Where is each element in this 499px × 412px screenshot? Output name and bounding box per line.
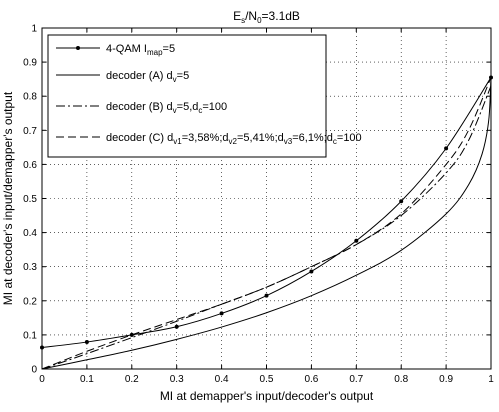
y-axis: 0 0.1 0.2 0.3 0.4 0.5 0.6 0.7 0.8 0.9 1 <box>23 24 491 376</box>
x-axis: 0 0.1 0.2 0.3 0.4 0.5 0.6 0.7 0.8 0.9 1 <box>39 28 494 385</box>
y-tick-label: 0.3 <box>23 262 37 273</box>
series-line-4 <box>41 77 492 370</box>
y-tick-label: 1 <box>31 24 37 35</box>
data-point <box>444 146 449 151</box>
x-tick-label: 1 <box>488 374 494 385</box>
y-tick-label: 0.6 <box>23 160 37 171</box>
legend: 4-QAM Imap=5 decoder (A) dv=5 decoder (B) … <box>47 34 362 158</box>
series-line-2 <box>41 75 492 370</box>
y-tick-label: 0.7 <box>23 126 37 137</box>
x-tick-label: 0.5 <box>260 374 274 385</box>
legend-label-2: decoder (A) dv=5 <box>106 70 189 84</box>
x-tick-label: 0.4 <box>215 374 229 385</box>
y-tick-label: 0 <box>31 365 37 376</box>
x-tick-label: 0.9 <box>439 374 453 385</box>
x-tick-label: 0 <box>39 374 45 385</box>
y-tick-label: 0.4 <box>23 228 37 239</box>
y-tick-label: 0.5 <box>23 194 37 205</box>
data-point <box>354 238 359 243</box>
series-line-1 <box>41 77 492 349</box>
x-tick-label: 0.2 <box>125 374 139 385</box>
series-group <box>40 75 493 370</box>
x-tick-label: 0.7 <box>349 374 363 385</box>
chart-title: Es/N0=3.1dB <box>233 9 300 25</box>
legend-label-3: decoder (B) dv=5,dc=100 <box>106 101 227 115</box>
y-tick-label: 0.2 <box>23 296 37 307</box>
y-tick-label: 0.8 <box>23 92 37 103</box>
data-point <box>309 269 314 274</box>
data-point <box>174 324 179 329</box>
y-tick-label: 0.1 <box>23 330 37 341</box>
legend-label-4: decoder (C) dv1=3,58%;dv2=5,41%;dv3=6,1%… <box>106 132 362 146</box>
x-tick-label: 0.8 <box>394 374 408 385</box>
y-axis-label: MI at decoder's input/demapper's output <box>1 91 15 305</box>
data-point <box>399 199 404 204</box>
legend-label-1: 4-QAM Imap=5 <box>106 43 175 57</box>
y-tick-label: 0.9 <box>23 58 37 69</box>
data-point <box>219 311 224 316</box>
series-line-3 <box>41 85 492 370</box>
x-tick-label: 0.1 <box>80 374 94 385</box>
x-tick-label: 0.6 <box>304 374 318 385</box>
x-tick-label: 0.3 <box>170 374 184 385</box>
legend-marker <box>76 46 80 50</box>
data-point <box>84 340 89 345</box>
data-point <box>264 293 269 298</box>
data-point <box>40 345 44 350</box>
x-axis-label: MI at demapper's input/decoder's output <box>160 389 374 403</box>
